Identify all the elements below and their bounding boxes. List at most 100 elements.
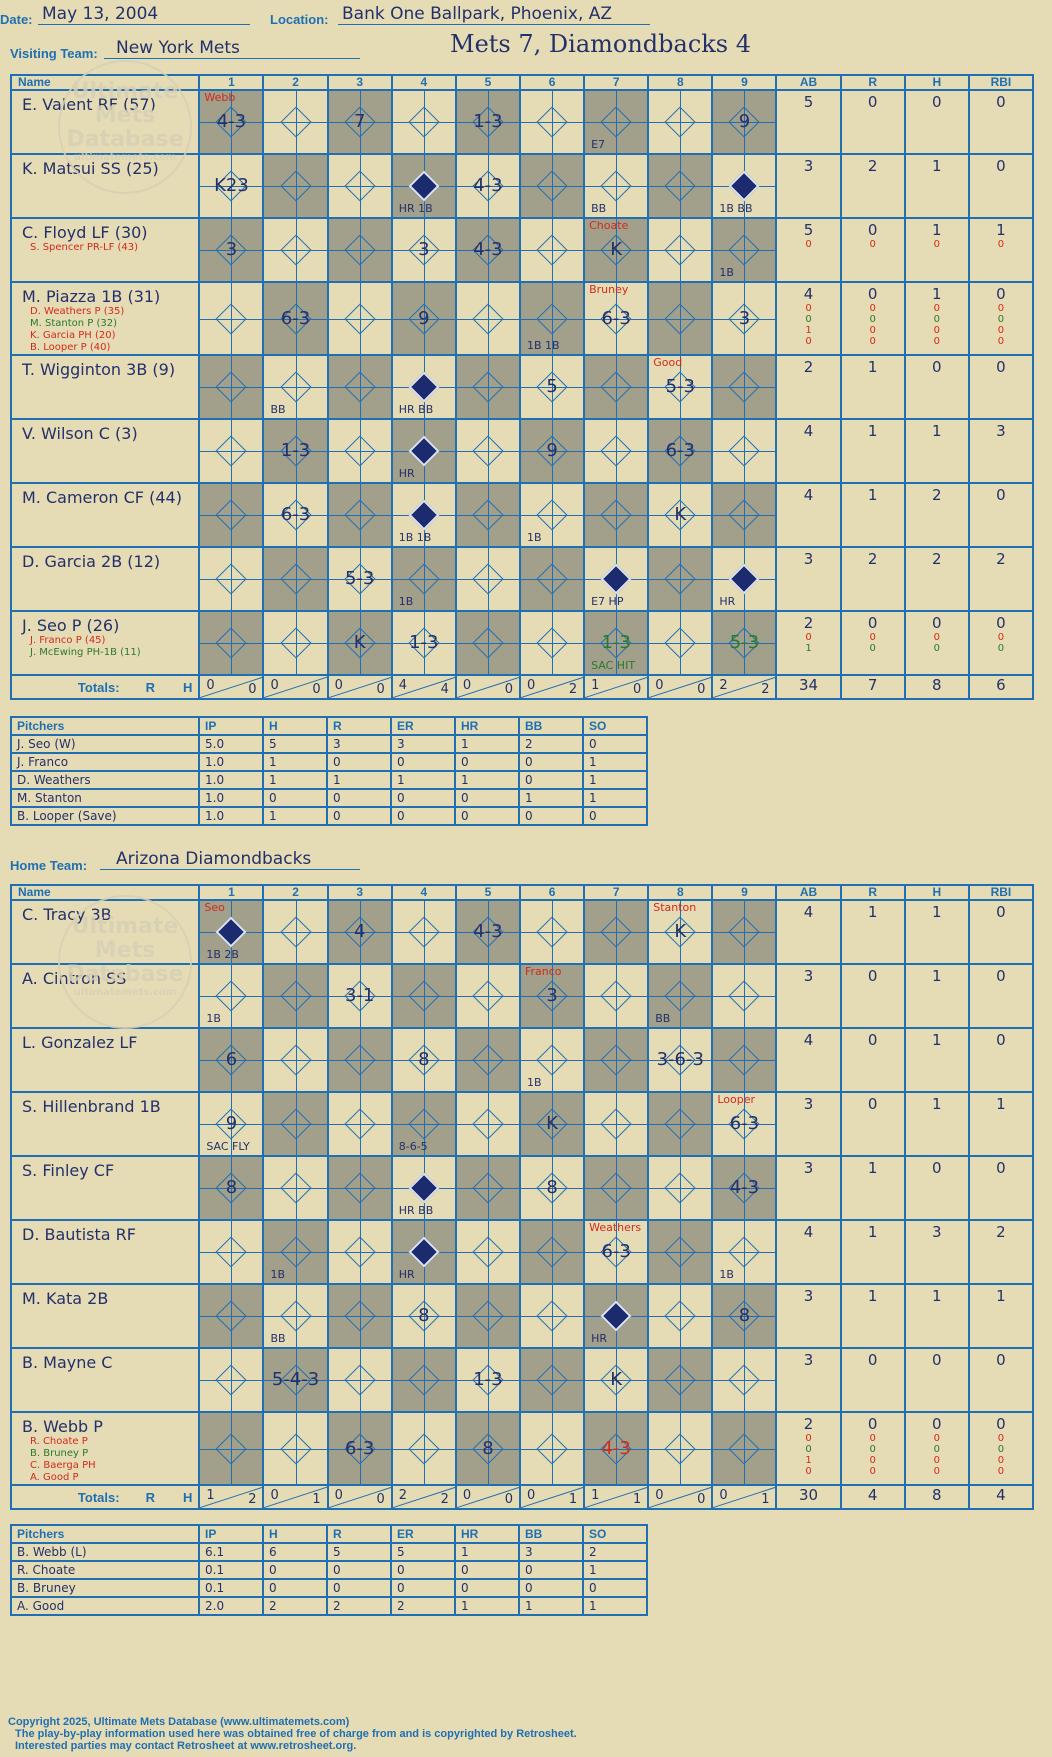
- base-diamond-icon: [600, 916, 632, 948]
- cell-grid-line: [680, 156, 682, 216]
- cell-grid-line: [295, 357, 297, 417]
- home-player-name: S. Finley CF: [22, 1161, 115, 1180]
- pitcher-name: B. Looper (Save): [10, 806, 200, 826]
- cell-grid-line: [744, 1286, 746, 1346]
- visiting-stat-cell: 0: [839, 89, 906, 155]
- home-at-bat-cell: [454, 1091, 521, 1157]
- visiting-at-bat-cell: 9: [390, 281, 457, 356]
- run-scored-diamond-icon: [408, 170, 440, 202]
- cell-grid-line: [680, 902, 682, 962]
- visiting-total-stat: 34: [775, 674, 842, 700]
- visiting-stat-cell: 3: [967, 418, 1035, 484]
- cell-grid-line: [744, 284, 746, 353]
- cell-grid-line: [295, 421, 297, 481]
- pitcher-stat: 1: [454, 770, 520, 790]
- footer-retrosheet: The play-by-play information used here w…: [15, 1728, 577, 1740]
- stat-value: 0: [996, 486, 1006, 504]
- inning-runs: 2: [398, 1488, 408, 1503]
- cell-grid-line: [616, 220, 618, 280]
- base-diamond-icon: [600, 980, 632, 1012]
- play-result: 4-3: [729, 1177, 760, 1198]
- visiting-team-label: Visiting Team:: [10, 46, 98, 61]
- base-diamond-icon: [215, 1364, 247, 1396]
- stat-value: 0: [867, 1415, 878, 1433]
- base-diamond-icon: [600, 499, 632, 531]
- play-result: 3-6-3: [656, 1049, 704, 1070]
- cell-grid-line: [552, 966, 554, 1026]
- pitching-change-note: Stanton: [653, 901, 697, 914]
- sub-stat-value: 0: [997, 1433, 1005, 1444]
- cell-grid-line: [295, 1414, 297, 1483]
- play-detail: E7: [591, 138, 606, 151]
- visiting-at-bat-cell: [390, 89, 457, 155]
- home-stat-cell: 3: [775, 1283, 842, 1349]
- visiting-at-bat-cell: [198, 546, 265, 612]
- home-total-stat: 4: [839, 1484, 906, 1510]
- pitcher-stat: 0: [454, 752, 520, 772]
- footer-contact: Interested parties may contact Retroshee…: [15, 1740, 357, 1752]
- visiting-player-cell: C. Floyd LF (30) S. Spencer PR-LF (43): [9, 217, 201, 283]
- inning-hits: 0: [376, 1492, 385, 1507]
- visiting-at-bat-cell: [198, 610, 265, 676]
- home-at-bat-cell: [390, 963, 457, 1029]
- visiting-at-bat-cell: [518, 217, 586, 283]
- home-at-bat-cell: 1B 2B Seo: [198, 899, 265, 965]
- cell-grid-line: [680, 613, 682, 673]
- home-at-bat-cell: [583, 963, 650, 1029]
- cell-grid-line: [744, 1158, 746, 1218]
- inning-hits: 1: [761, 1492, 770, 1507]
- base-diamond-icon: [344, 1236, 376, 1268]
- cell-grid-line: [295, 1030, 297, 1090]
- base-diamond-icon: [728, 499, 760, 531]
- stat-value: 1: [867, 358, 878, 376]
- cell-grid-line: [680, 966, 682, 1026]
- pitcher-stat: 3: [518, 1542, 584, 1562]
- cell-grid-line: [359, 966, 361, 1026]
- visiting-stat-cell: 0: [903, 354, 970, 420]
- visiting-at-bat-cell: [454, 354, 521, 420]
- cell-grid-line: [552, 421, 554, 481]
- sub-stat-value: 0: [805, 239, 812, 250]
- visiting-at-bat-cell: [583, 482, 650, 548]
- cell-grid-line: [359, 902, 361, 962]
- visiting-pitchers-header: Pitchers: [10, 716, 200, 736]
- cell-grid-line: [359, 92, 361, 152]
- home-at-bat-cell: HR BB: [390, 1155, 457, 1221]
- pitching-change-note: Good: [653, 356, 683, 369]
- home-at-bat-cell: BB: [647, 963, 714, 1029]
- cell-grid-line: [680, 357, 682, 417]
- home-inning-header-4: 4: [390, 884, 457, 901]
- base-diamond-icon: [215, 1236, 247, 1268]
- home-stat-cell: 3: [903, 1219, 970, 1285]
- sub-stat-value: 0: [869, 325, 876, 336]
- visiting-player-name: M. Cameron CF (44): [22, 488, 182, 507]
- visiting-at-bat-cell: [198, 281, 265, 356]
- home-at-bat-cell: 8: [711, 1283, 778, 1349]
- visiting-stat-cell: 1: [839, 482, 906, 548]
- home-player-cell: S. Hillenbrand 1B: [9, 1091, 201, 1157]
- cell-grid-line: [744, 220, 746, 280]
- home-pitcher-row: R. Choate 0.1 0 0 0 0 0 1: [10, 1560, 648, 1580]
- cell-grid-line: [744, 1350, 746, 1410]
- sub-stat-value: 0: [933, 1433, 940, 1444]
- play-result: 8: [225, 1177, 238, 1198]
- visiting-player-name: D. Garcia 2B (12): [22, 552, 161, 571]
- run-scored-diamond-icon: [408, 371, 440, 403]
- base-diamond-icon: [536, 563, 568, 595]
- home-pitcher-row: A. Good 2.0 2 2 2 1 1 1: [10, 1596, 648, 1616]
- base-diamond-icon: [536, 234, 568, 266]
- base-diamond-icon: [408, 1364, 440, 1396]
- visiting-stat-cell: 4: [775, 418, 842, 484]
- base-diamond-icon: [408, 106, 440, 138]
- sub-stat-value: 0: [997, 336, 1005, 347]
- totals-h-label: H: [182, 1489, 193, 1505]
- pitcher-stat: 0: [390, 1560, 456, 1580]
- date-value: May 13, 2004: [42, 4, 159, 24]
- visiting-player-cell: T. Wigginton 3B (9): [9, 354, 201, 420]
- cell-grid-line: [487, 1094, 489, 1154]
- visiting-at-bat-cell: [518, 546, 586, 612]
- run-scored-diamond-icon: [215, 916, 247, 948]
